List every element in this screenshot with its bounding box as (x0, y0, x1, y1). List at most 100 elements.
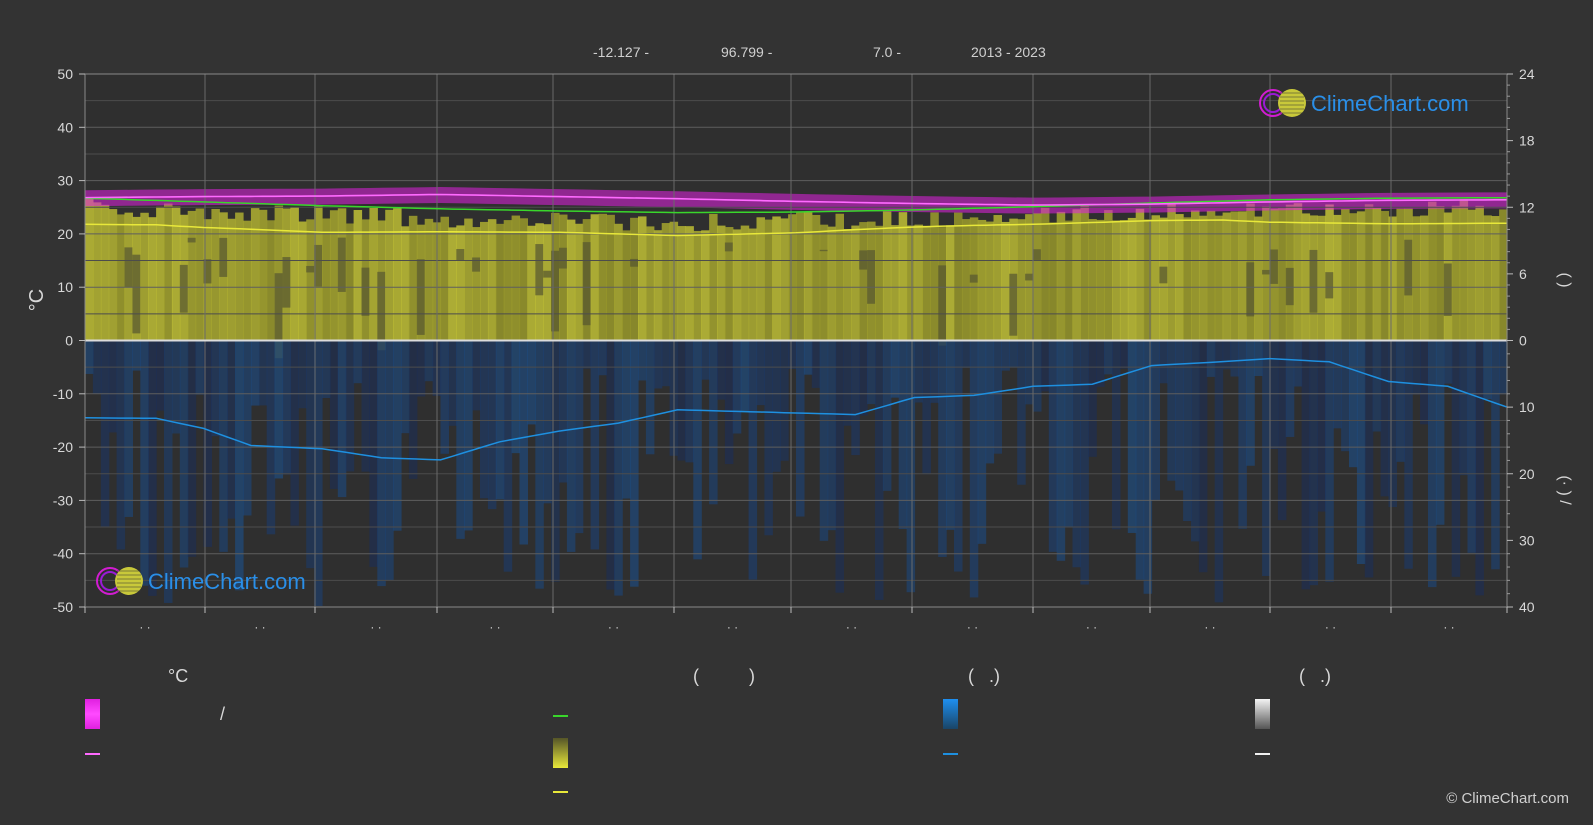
sunshine-bar (1341, 209, 1350, 341)
precipitation-bar (1491, 340, 1500, 570)
sunshine-bar (511, 215, 521, 341)
sunshine-bar (566, 219, 576, 341)
sunshine-bar (519, 218, 528, 341)
precipitation-bar (1104, 340, 1113, 375)
sunshine-bar (274, 205, 284, 341)
sunshine-bar (322, 218, 331, 341)
right-axis-top-label: ( ) (1556, 272, 1573, 287)
sunshine-bar (1301, 213, 1311, 341)
precipitation-bar (211, 340, 220, 437)
precipitation-bar (140, 340, 149, 586)
precipitation-bar (1159, 340, 1168, 384)
precipitation-bar (274, 340, 284, 479)
sunshine-bar (977, 219, 987, 341)
sunshine-bar (393, 208, 402, 341)
precipitation-line (84, 357, 1508, 461)
precipitation-bar (835, 340, 844, 593)
precipitation-bar (100, 340, 110, 527)
precipitation-bar (250, 340, 260, 406)
sunshine-dark-bar (1309, 249, 1318, 313)
sunshine-bar (353, 210, 363, 341)
sunshine-bar (1412, 216, 1421, 341)
month-label: · · (846, 620, 857, 634)
precipitation-bar (819, 340, 829, 541)
precipitation-bar (851, 340, 860, 456)
sunshine-bar (1475, 205, 1484, 341)
left-axis-tick-label: -20 (53, 439, 73, 455)
sunshine-bar (835, 213, 844, 341)
sunshine-bar (171, 206, 181, 341)
precipitation-bar (590, 340, 600, 550)
sunshine-dark-bar (1325, 272, 1334, 299)
precipitation-bar (1048, 340, 1058, 552)
sunshine-bar (843, 229, 852, 341)
sunshine-dark-bar (1159, 266, 1168, 284)
sunshine-dark-bar (124, 247, 133, 288)
precipitation-bar (906, 340, 916, 593)
sunshine-dark-bar (630, 258, 639, 267)
sunshine-bar (108, 209, 118, 341)
sunshine-bar (1104, 210, 1113, 341)
precipitation-bar (1025, 340, 1034, 405)
sunshine-bar (1048, 222, 1058, 341)
sunshine-bar (590, 214, 600, 341)
sunshine-bar (882, 211, 892, 341)
precipitation-bar (306, 340, 315, 569)
sunshine-bar (1293, 203, 1303, 341)
precipitation-bar (290, 340, 299, 526)
precipitation-bar (732, 340, 742, 434)
sunshine-bar (1127, 217, 1137, 341)
sunshine-dark-bar (472, 257, 481, 272)
sunshine-bar (1175, 214, 1184, 341)
precipitation-bar (1191, 340, 1200, 542)
precipitation-bar (914, 340, 923, 403)
precipitation-bar (1443, 340, 1453, 384)
sunshine-dark-bar (179, 264, 189, 313)
sunshine-dark-bar (938, 265, 947, 346)
precipitation-bar (108, 340, 118, 433)
sunshine-bar (1222, 212, 1232, 341)
precipitation-bar (645, 340, 655, 455)
sunshine-bar (1143, 219, 1153, 341)
precipitation-bar (748, 340, 758, 580)
month-label: · · (727, 620, 738, 634)
precipitation-bar (1064, 340, 1074, 528)
precipitation-bar (954, 340, 963, 572)
sunshine-bar (187, 210, 197, 341)
precipitation-bar (1230, 340, 1239, 377)
precipitation-bar (1096, 340, 1105, 387)
sunshine-dark-bar (1025, 273, 1034, 281)
header-years: 2013 - 2023 (971, 44, 1046, 60)
sunshine-bar (543, 224, 552, 341)
left-axis-tick-label: -50 (53, 599, 73, 615)
sunshine-bar (1483, 215, 1492, 341)
sunshine-bar (1033, 213, 1042, 341)
sunshine-bar (448, 227, 457, 341)
precipitation-bar (1483, 340, 1492, 400)
sunshine-bar (661, 223, 671, 341)
sunshine-bar (1372, 208, 1382, 341)
sunshine-bar (345, 223, 355, 341)
sunshine-bar (440, 216, 449, 341)
precipitation-bar (969, 340, 979, 598)
precipitation-bar (1119, 340, 1129, 369)
left-axis-tick-label: 0 (65, 333, 73, 349)
precipitation-bar (1080, 340, 1089, 585)
month-label: · · (1204, 620, 1215, 634)
logo-bottom-text: ClimeChart.com (148, 569, 306, 594)
precipitation-bar (203, 340, 212, 547)
left-axis-tick-label: 30 (57, 173, 73, 189)
sunshine-bar (266, 220, 276, 341)
sunshine-dark-bar (306, 265, 315, 273)
precipitation-bar (282, 340, 291, 475)
precipitation-bar (811, 340, 821, 388)
precipitation-bar (693, 340, 702, 560)
sunshine-bar (1183, 217, 1192, 341)
precipitation-bar (1040, 340, 1050, 392)
precipitation-bar (258, 340, 268, 406)
sunshine-bar (1349, 213, 1358, 341)
sunshine-dark-bar (187, 237, 197, 243)
sunshine-bar (1491, 216, 1500, 341)
precipitation-bar (1175, 340, 1184, 491)
month-label: · · (254, 620, 265, 634)
